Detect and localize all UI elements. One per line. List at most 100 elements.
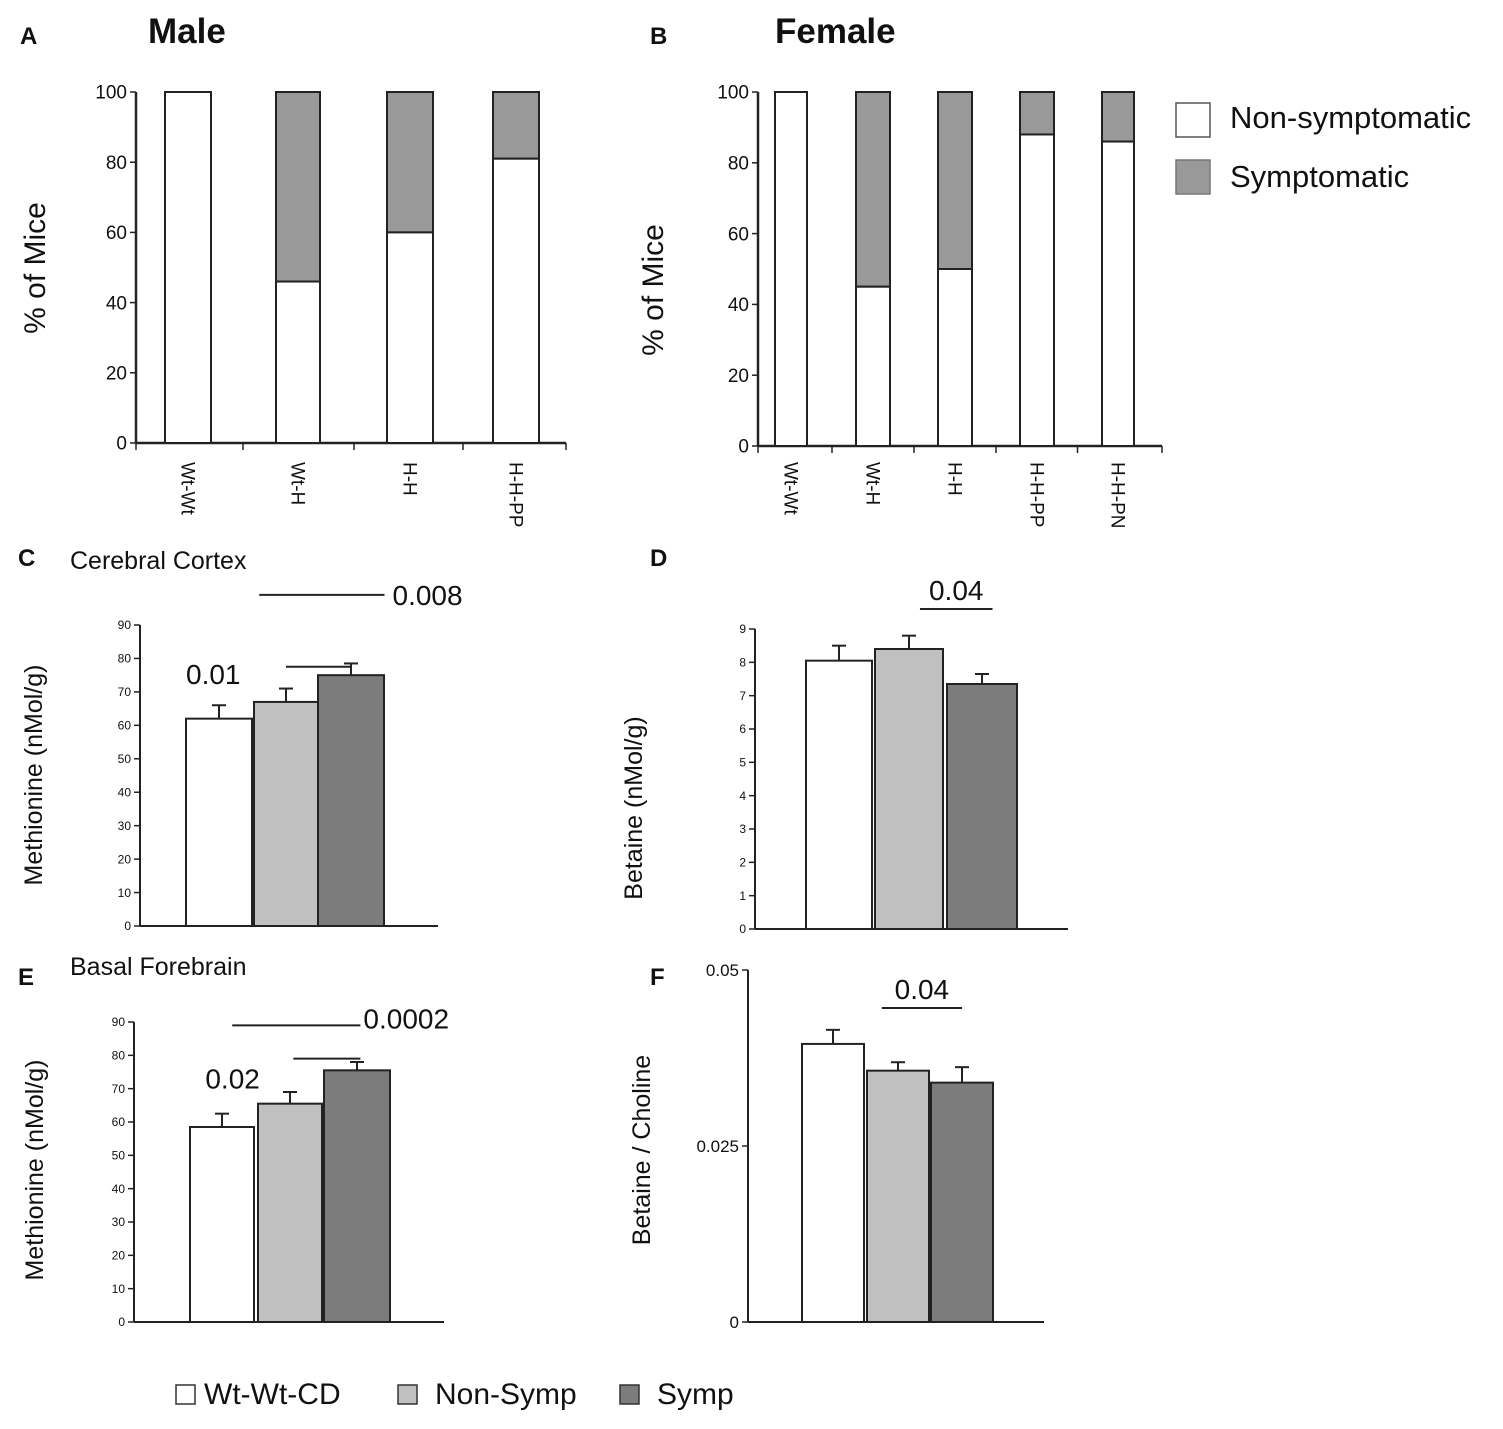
legend-label-non-symptomatic: Non-symptomatic bbox=[1230, 100, 1471, 135]
panel-b-ytick-label: 40 bbox=[728, 295, 749, 316]
panel-c-letter: C bbox=[18, 545, 35, 572]
panel-f-ytick-label: 0.025 bbox=[696, 1137, 739, 1156]
panel-a-bar-non-symptomatic bbox=[275, 280, 321, 445]
panel-f-ytick-label: 0.05 bbox=[706, 961, 739, 980]
panel-e-ytick-label: 80 bbox=[112, 1049, 126, 1063]
panel-a: A Male 0 20 40 60 80 100 % of Mice Wt-Wt Wt-H H-H H-… bbox=[19, 12, 567, 527]
panel-d-ytick-label: 0 bbox=[739, 922, 746, 936]
panel-e-ytick-label: 10 bbox=[112, 1282, 126, 1296]
panel-b-bar-symptomatic bbox=[937, 91, 973, 270]
panel-a-category-label: Wt-H bbox=[286, 462, 307, 505]
panel-a-category-label: Wt-Wt bbox=[176, 462, 197, 515]
panel-c-ytick-label: 20 bbox=[118, 852, 132, 866]
panel-d-bar-non-symp bbox=[874, 648, 944, 930]
panel-b-bar-symptomatic bbox=[1101, 91, 1135, 143]
panel-e-ytick-label: 50 bbox=[112, 1149, 126, 1163]
panel-b-ytick-label: 0 bbox=[738, 437, 749, 458]
panel-b-category-label: H-H-PN bbox=[1106, 462, 1127, 529]
panel-f-ytick-label: 0 bbox=[730, 1313, 739, 1332]
panel-c-bar-symp bbox=[317, 674, 385, 928]
panel-d-ytick-label: 4 bbox=[739, 789, 746, 803]
panel-a-ytick-label: 20 bbox=[106, 363, 127, 384]
panel-a-ylabel: % of Mice bbox=[19, 202, 52, 334]
panel-f-bar-symp bbox=[930, 1081, 994, 1324]
panel-c-ylabel: Methionine (nMol/g) bbox=[20, 665, 48, 886]
panel-f-bar-non-symp bbox=[866, 1069, 930, 1323]
panel-d-letter: D bbox=[650, 545, 667, 572]
panel-d-ytick-label: 1 bbox=[739, 889, 746, 903]
panel-b-ytick-label: 20 bbox=[728, 366, 749, 387]
panel-a-category-label: H-H bbox=[398, 462, 419, 496]
panel-a-ytick-label: 80 bbox=[106, 153, 127, 174]
panel-a-bar-symptomatic bbox=[386, 91, 434, 234]
panel-d-bar-symp bbox=[946, 683, 1018, 930]
panel-b-bar-non-symptomatic bbox=[855, 285, 891, 448]
panel-d: D 0 1 2 3 4 5 6 7 8 9 Betaine (nMol/g) 0.04 bbox=[620, 545, 1068, 936]
panel-c-bar-non-symp bbox=[253, 700, 319, 928]
panel-a-bar-non-symptomatic bbox=[492, 157, 540, 444]
panel-b-bar-non-symptomatic bbox=[774, 91, 808, 447]
panel-b-category-label: H-H-PP bbox=[1025, 462, 1046, 527]
panel-e-significance-label: 0.0002 bbox=[363, 1003, 449, 1034]
panel-a-bar-symptomatic bbox=[275, 91, 321, 283]
panel-c-significance-label: 0.01 bbox=[186, 659, 241, 690]
panel-c-ytick-label: 0 bbox=[124, 919, 131, 933]
panel-c-ytick-label: 50 bbox=[118, 752, 132, 766]
panel-e-ytick-label: 60 bbox=[112, 1115, 126, 1129]
panel-e-ytick-label: 40 bbox=[112, 1182, 126, 1196]
panel-d-ytick-label: 6 bbox=[739, 722, 746, 736]
panel-b-bar-non-symptomatic bbox=[937, 268, 973, 447]
panel-b-ytick-label: 60 bbox=[728, 224, 749, 245]
panel-d-ylabel: Betaine (nMol/g) bbox=[620, 716, 648, 899]
panel-b-ytick-label: 80 bbox=[728, 153, 749, 174]
legend-label-symp: Symp bbox=[657, 1378, 734, 1411]
panel-a-ytick-label: 0 bbox=[116, 434, 127, 455]
panel-b-bar-symptomatic bbox=[1019, 91, 1055, 136]
panel-e: E Basal Forebrain 0 10 20 30 40 50 60 70 80 90 Methi… bbox=[18, 953, 449, 1329]
panel-d-bar-wt-wt-cd bbox=[805, 659, 873, 931]
panel-b-title: Female bbox=[775, 12, 896, 51]
legend-top: Non-symptomatic Symptomatic bbox=[1175, 100, 1471, 195]
legend-label-wt-wt-cd: Wt-Wt-CD bbox=[204, 1378, 341, 1411]
legend-swatch-wt-wt-cd bbox=[175, 1384, 196, 1405]
panel-d-ytick-label: 7 bbox=[739, 689, 746, 703]
legend-label-non-symp: Non-Symp bbox=[435, 1378, 577, 1411]
panel-a-ytick-label: 60 bbox=[106, 223, 127, 244]
panel-c-ytick-label: 40 bbox=[118, 785, 132, 799]
panel-c-ytick-label: 70 bbox=[118, 685, 132, 699]
panel-d-ytick-label: 8 bbox=[739, 656, 746, 670]
panel-e-ytick-label: 0 bbox=[118, 1315, 125, 1329]
panel-a-bar-symptomatic bbox=[492, 91, 540, 160]
panel-e-bar-non-symp bbox=[257, 1102, 323, 1323]
panel-b-bar-symptomatic bbox=[855, 91, 891, 288]
panel-b-category-label: Wt-H bbox=[861, 462, 882, 505]
panel-a-bar-non-symptomatic bbox=[386, 231, 434, 444]
panel-e-title: Basal Forebrain bbox=[70, 953, 246, 981]
panel-b-letter: B bbox=[650, 23, 667, 50]
legend-swatch-non-symptomatic bbox=[1175, 102, 1211, 138]
panel-c-ytick-label: 30 bbox=[118, 819, 132, 833]
legend-swatch-non-symp bbox=[397, 1384, 418, 1405]
panel-f: F 0 0.025 0.05 Betaine / Choline 0.04 bbox=[628, 961, 1044, 1332]
panel-c-ytick-label: 80 bbox=[118, 652, 132, 666]
panel-e-letter: E bbox=[18, 964, 34, 991]
panel-b-ytick-label: 100 bbox=[717, 83, 749, 104]
panel-e-bar-symp bbox=[323, 1069, 391, 1324]
panel-a-title: Male bbox=[148, 12, 226, 51]
panel-a-bar-non-symptomatic bbox=[164, 91, 212, 444]
panel-d-ytick-label: 5 bbox=[739, 756, 746, 770]
panel-c-ytick-label: 60 bbox=[118, 719, 132, 733]
panel-f-bar-wt-wt-cd bbox=[801, 1042, 865, 1324]
panel-b-category-label: Wt-Wt bbox=[779, 462, 800, 515]
panel-f-ylabel: Betaine / Choline bbox=[628, 1055, 656, 1245]
panel-f-significance-label: 0.04 bbox=[895, 974, 950, 1005]
panel-b-bar-non-symptomatic bbox=[1101, 140, 1135, 447]
panel-c-ytick-label: 10 bbox=[118, 886, 132, 900]
panel-b-ylabel: % of Mice bbox=[637, 224, 670, 356]
panel-d-significance-label: 0.04 bbox=[929, 575, 984, 606]
panel-b: B Female 0 20 40 60 80 100 % of Mice Wt-Wt Wt-H H-H… bbox=[637, 12, 1163, 529]
panel-c-bar-wt-wt-cd bbox=[185, 717, 253, 928]
panel-e-significance-label: 0.02 bbox=[205, 1064, 260, 1095]
panel-d-ytick-label: 9 bbox=[739, 622, 746, 636]
